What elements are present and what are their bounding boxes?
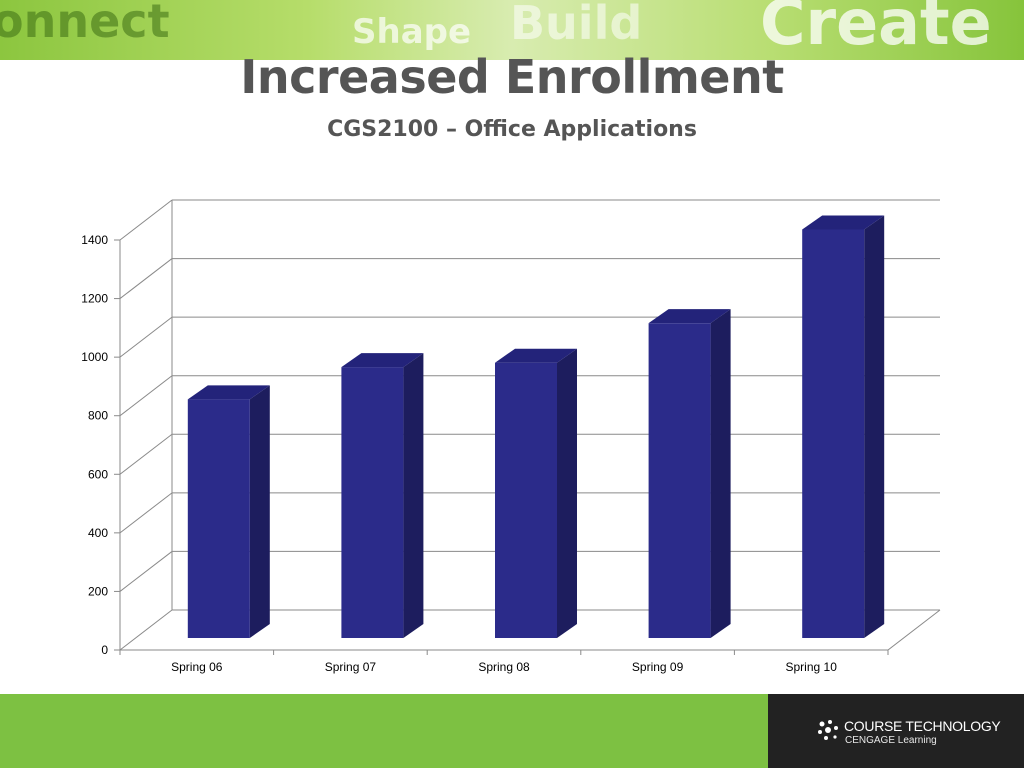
y-tick-label: 0	[101, 643, 108, 657]
bar-spring-06	[187, 399, 250, 638]
y-tick-label: 800	[88, 409, 108, 423]
x-tick-label: Spring 08	[478, 660, 530, 674]
slide-title: Increased Enrollment	[240, 50, 784, 104]
footer-green-bar	[0, 694, 768, 768]
bar-side	[710, 309, 731, 638]
x-tick-label: Spring 10	[786, 660, 838, 674]
bar-side	[557, 348, 577, 638]
bar-side	[864, 215, 885, 638]
x-tick-label: Spring 07	[325, 660, 377, 674]
gridline-side-400	[119, 492, 173, 534]
bar-top	[802, 215, 885, 230]
header-banner: onnect Shape Build Create	[0, 0, 1024, 60]
brand-line-1: COURSE TECHNOLOGY	[844, 718, 1001, 734]
banner-word-connect: onnect	[0, 0, 170, 48]
y-tick-label: 1000	[81, 350, 108, 364]
bar-spring-07	[341, 367, 404, 638]
y-tick-label: 600	[88, 467, 108, 481]
gridline-side-200	[119, 551, 173, 592]
banner-word-shape: Shape	[352, 12, 472, 52]
bar-side	[403, 353, 424, 638]
x-tick-label: Spring 09	[632, 660, 684, 674]
floor-right-edge	[887, 609, 941, 651]
y-tick-label: 1200	[81, 292, 108, 306]
y-tick-label: 400	[88, 526, 108, 540]
footer-brand-panel	[768, 694, 1024, 768]
x-tick-label: Spring 06	[171, 660, 223, 674]
bar-spring-08	[495, 362, 557, 638]
y-tick-label: 200	[88, 584, 108, 598]
gridline-side-800	[119, 375, 173, 417]
banner-word-build: Build	[510, 0, 643, 50]
gridline-side-0	[119, 609, 173, 651]
gridline-side-1400	[119, 199, 173, 241]
gridline-side-600	[119, 433, 173, 475]
enrollment-chart: 0 200 400 600 800 1000 1200 1400 Spring 06 Spring…	[81, 199, 941, 674]
gridline-side-1000	[119, 316, 173, 358]
bar-side	[249, 385, 270, 638]
banner-word-create: Create	[760, 0, 992, 59]
cengage-logo-icon	[818, 720, 838, 740]
bar-top	[187, 385, 270, 400]
bar-spring-10	[802, 229, 865, 638]
bar-spring-09	[648, 323, 711, 638]
bar-top	[495, 348, 577, 363]
bar-top	[341, 353, 424, 368]
slide-subtitle: CGS2100 – Office Applications	[327, 117, 697, 142]
gridline-side-1200	[119, 258, 173, 299]
y-tick-label: 1400	[81, 233, 108, 247]
bar-top	[648, 309, 731, 324]
brand-line-2: CENGAGE Learning	[845, 735, 937, 746]
